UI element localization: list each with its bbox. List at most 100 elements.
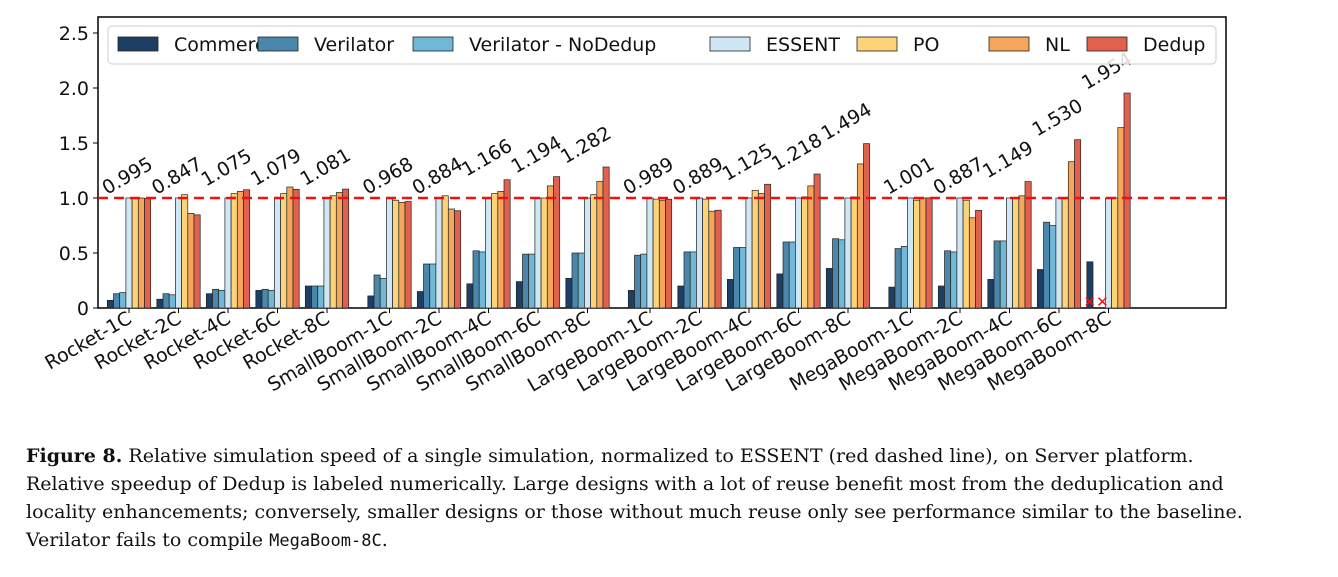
dedup-value-label: 0.884 [409, 153, 467, 199]
bar-commercial-megaboom-2c [937, 285, 945, 309]
bar-verilator-nodedup-megaboom-1c [900, 246, 908, 309]
bar-nl-smallboom-8c [596, 181, 604, 309]
bar-verilator-nodedup-rocket-4c [218, 290, 226, 309]
bar-verilator-nodedup-rocket-6c [267, 290, 275, 309]
bar-verilator-smallboom-1c [373, 274, 381, 309]
bar-verilator-largeboom-1c [634, 254, 642, 309]
bar-po-largeboom-6c [801, 196, 809, 309]
bar-verilator-nodedup-megaboom-4c [999, 240, 1007, 309]
bar-nl-rocket-4c [236, 191, 244, 309]
bar-nl-megaboom-1c [919, 197, 927, 309]
y-tick-label: 2.5 [59, 23, 89, 45]
dedup-value-label: 1.081 [297, 144, 355, 190]
bar-commercial-largeboom-2c [677, 285, 685, 309]
dedup-value-label: 0.989 [620, 153, 678, 199]
bar-po-largeboom-1c [652, 198, 660, 309]
legend-swatch-6 [1086, 36, 1128, 52]
caption-label: Figure 8. [26, 445, 123, 467]
bar-po-smallboom-2c [441, 195, 449, 309]
bar-commercial-megaboom-1c [888, 286, 896, 309]
bar-dedup-megaboom-2c [975, 210, 983, 309]
bar-dedup-rocket-2c [193, 214, 201, 309]
bar-commercial-largeboom-6c [776, 273, 784, 309]
bar-dedup-largeboom-8c [863, 143, 871, 309]
y-tick-label: 1.0 [59, 188, 89, 210]
dedup-value-label: 1.149 [979, 137, 1037, 183]
bar-verilator-nodedup-largeboom-1c [640, 253, 648, 309]
bar-commercial-smallboom-4c [466, 283, 474, 309]
bar-dedup-smallboom-2c [454, 210, 462, 309]
bar-verilator-largeboom-2c [683, 251, 691, 309]
bar-nl-largeboom-2c [708, 210, 716, 309]
bar-po-megaboom-4c [1012, 197, 1020, 309]
bar-commercial-smallboom-6c [515, 281, 523, 309]
bar-nl-megaboom-4c [1018, 195, 1026, 309]
dedup-value-label: 1.218 [768, 129, 826, 175]
bar-verilator-nodedup-rocket-2c [168, 294, 176, 309]
bar-dedup-rocket-1c [144, 198, 152, 309]
bar-verilator-nodedup-smallboom-4c [478, 251, 486, 309]
bar-po-rocket-4c [230, 193, 238, 309]
caption-code: MegaBoom-8C [269, 531, 382, 551]
legend-label: NL [1045, 34, 1070, 56]
legend-swatch-3 [709, 36, 751, 52]
bar-commercial-rocket-2c [156, 298, 164, 309]
y-tick-label: 2.0 [59, 78, 89, 100]
bar-essent-megaboom-1c [907, 197, 914, 309]
dedup-value-label: 1.125 [719, 139, 777, 185]
bar-dedup-megaboom-1c [925, 197, 933, 309]
bar-commercial-largeboom-1c [627, 290, 635, 309]
bar-verilator-smallboom-6c [522, 253, 530, 309]
bar-po-smallboom-1c [392, 199, 400, 309]
bar-dedup-largeboom-6c [813, 173, 821, 309]
legend-swatch-0 [117, 36, 159, 52]
bar-verilator-rocket-8c [311, 285, 319, 309]
bar-commercial-megaboom-6c [1036, 269, 1044, 309]
bar-essent-megaboom-6c [1055, 197, 1063, 309]
dedup-value-label: 0.847 [148, 153, 206, 199]
bar-commercial-largeboom-4c [726, 279, 734, 309]
bar-dedup-rocket-4c [243, 189, 251, 309]
bar-verilator-rocket-2c [162, 293, 170, 309]
bar-verilator-nodedup-largeboom-2c [689, 251, 697, 309]
bar-verilator-megaboom-2c [944, 250, 952, 309]
bar-verilator-megaboom-4c [993, 240, 1001, 309]
bar-essent-largeboom-4c [745, 197, 753, 309]
bar-dedup-largeboom-4c [764, 183, 772, 309]
bar-nl-megaboom-6c [1067, 161, 1075, 309]
dedup-value-label: 0.889 [669, 153, 727, 199]
bar-nl-megaboom-8c [1117, 127, 1125, 309]
bar-essent-smallboom-6c [534, 197, 542, 309]
legend: Commercial Verilator Verilator - NoDedup ES… [107, 25, 1217, 65]
bar-commercial-smallboom-2c [416, 291, 424, 309]
bar-nl-smallboom-2c [447, 208, 455, 309]
bar-po-megaboom-2c [962, 199, 970, 309]
bar-commercial-smallboom-1c [367, 295, 375, 309]
bar-verilator-smallboom-4c [472, 250, 480, 309]
y-tick-label: 0.5 [59, 243, 89, 265]
bar-essent-smallboom-2c [435, 197, 443, 309]
bar-essent-megaboom-4c [1006, 197, 1013, 309]
bar-essent-rocket-4c [224, 197, 232, 309]
legend-swatch-4 [856, 36, 898, 52]
bar-nl-smallboom-6c [546, 185, 554, 309]
bar-verilator-largeboom-4c [733, 247, 741, 309]
legend-label: PO [913, 34, 939, 56]
bar-essent-rocket-2c [175, 197, 182, 309]
bar-commercial-rocket-4c [205, 293, 213, 309]
bar-nl-rocket-1c [137, 197, 145, 309]
legend-label: ESSENT [766, 34, 840, 56]
bar-nl-largeboom-1c [658, 199, 666, 309]
bar-commercial-megaboom-4c [987, 279, 995, 309]
bar-verilator-megaboom-6c [1043, 221, 1051, 309]
bar-po-rocket-6c [280, 193, 288, 309]
bar-nl-megaboom-2c [968, 217, 976, 309]
bar-commercial-rocket-1c [106, 299, 114, 309]
caption-text: Relative simulation speed of a single si… [26, 445, 1243, 551]
bar-po-rocket-2c [181, 194, 189, 309]
bar-nl-largeboom-4c [757, 193, 765, 309]
bar-essent-largeboom-8c [844, 197, 852, 309]
bar-commercial-smallboom-8c [565, 277, 573, 309]
bar-verilator-nodedup-megaboom-6c [1049, 225, 1057, 309]
bar-verilator-rocket-1c [113, 293, 121, 309]
